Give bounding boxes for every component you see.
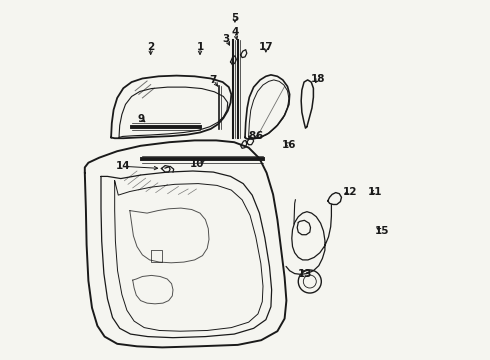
Text: 16: 16 [282,140,296,150]
Text: 17: 17 [259,42,273,52]
Text: 13: 13 [298,269,313,279]
Text: 9: 9 [138,114,145,124]
Text: 5: 5 [231,13,239,23]
Text: 8: 8 [248,131,256,141]
Text: 1: 1 [196,42,204,52]
Text: 7: 7 [210,75,217,85]
Text: 11: 11 [368,186,383,197]
Text: 18: 18 [311,74,325,84]
Text: 2: 2 [147,42,154,52]
Text: 4: 4 [231,27,239,37]
Text: 6: 6 [255,131,262,141]
Text: 14: 14 [116,161,131,171]
Text: 15: 15 [374,226,389,236]
Text: 3: 3 [222,34,230,44]
Text: 10: 10 [190,159,205,169]
Text: 12: 12 [343,186,357,197]
